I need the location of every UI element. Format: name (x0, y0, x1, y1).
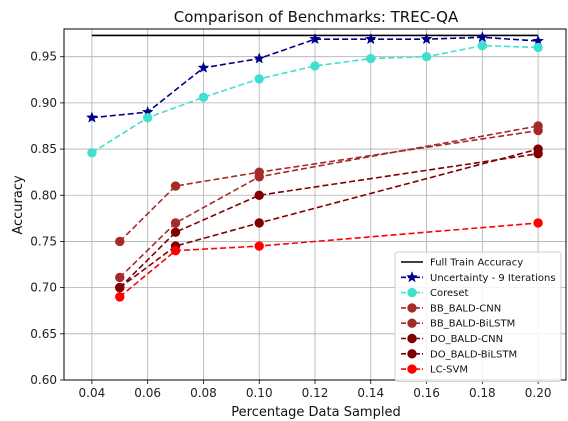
data-point (115, 282, 125, 293)
legend-item: DO_BALD-CNN (401, 333, 503, 345)
legend-item: Full Train Accuracy (401, 258, 523, 269)
data-point (254, 190, 264, 200)
series-1 (85, 31, 545, 123)
x-tick-label: 0.16 (413, 386, 440, 400)
data-point (309, 32, 321, 45)
x-tick-label: 0.12 (302, 386, 329, 400)
data-point (533, 218, 543, 228)
legend-item: BB_BALD-CNN (401, 303, 501, 314)
legend-label: BB_BALD-CNN (430, 303, 501, 314)
series-7 (115, 218, 543, 302)
legend-swatch-marker (406, 271, 418, 283)
y-axis-title: Accuracy (11, 175, 26, 235)
y-tick-label: 0.60 (30, 373, 57, 387)
series-line (91, 44, 539, 154)
legend-label: DO_BALD-BiLSTM (430, 349, 517, 360)
data-point (197, 61, 210, 73)
series-line (91, 36, 539, 119)
y-tick-label: 0.80 (30, 188, 57, 202)
y-tick-label: 0.65 (30, 327, 57, 341)
data-point (533, 144, 543, 154)
legend-item: DO_BALD-BiLSTM (401, 349, 517, 360)
data-point (170, 181, 181, 191)
series-line (119, 148, 539, 289)
data-point (170, 227, 181, 237)
data-point (85, 111, 98, 123)
series-line (119, 152, 539, 289)
legend-box (394, 251, 562, 382)
x-tick-label: 0.20 (525, 386, 552, 400)
data-point (533, 121, 543, 131)
y-tick-label: 0.70 (30, 281, 57, 295)
data-point (421, 52, 432, 62)
legend-item: Coreset (401, 287, 469, 299)
data-point (115, 236, 125, 247)
series-line (119, 222, 539, 298)
series-6 (115, 144, 543, 293)
data-point (364, 32, 377, 45)
data-point (254, 74, 264, 84)
data-point (420, 32, 433, 45)
data-point (170, 218, 181, 228)
x-tick-label: 0.08 (190, 386, 217, 400)
legend-label: Uncertainty - 9 Iterations (430, 273, 556, 284)
legend-swatch-marker (407, 349, 417, 359)
series-2 (87, 40, 543, 158)
x-tick-label: 0.06 (134, 386, 161, 400)
data-point (170, 245, 181, 256)
chart-title: Comparison of Benchmarks: TREC-QA (174, 8, 459, 26)
legend-item: LC-SVM (401, 364, 468, 376)
legend-label: Full Train Accuracy (430, 258, 523, 269)
series-4 (115, 121, 543, 283)
x-tick-label: 0.14 (357, 386, 384, 400)
x-axis-title: Percentage Data Sampled (231, 405, 400, 420)
x-ticks: 0.04 0.06 0.08 0.10 0.12 0.14 0.16 0.18 0.20 (79, 380, 552, 400)
data-point (142, 112, 153, 123)
data-point (476, 31, 489, 43)
x-tick-label: 0.04 (79, 386, 106, 400)
y-tick-label: 0.75 (30, 234, 57, 248)
data-point (477, 40, 488, 51)
y-tick-label: 0.95 (30, 50, 57, 64)
series-3 (115, 125, 543, 247)
legend-swatch-marker (407, 318, 417, 328)
legend-item: BB_BALD-BiLSTM (401, 318, 515, 330)
legend-label: Coreset (430, 288, 469, 299)
data-point (310, 61, 320, 71)
x-tick-label: 0.10 (246, 386, 273, 400)
data-point (115, 292, 125, 302)
legend-item: Uncertainty - 9 Iterations (401, 271, 556, 284)
y-ticks: 0.60 0.65 0.70 0.75 0.80 0.85 0.90 0.95 (30, 50, 64, 387)
legend-swatch-marker (407, 287, 417, 298)
y-tick-label: 0.85 (30, 142, 57, 156)
series-layer (85, 31, 545, 302)
data-point (87, 148, 97, 158)
data-point (253, 52, 266, 64)
data-point (254, 241, 264, 251)
y-tick-label: 0.90 (30, 96, 57, 110)
data-point (254, 218, 264, 228)
legend-swatch-marker (407, 364, 417, 374)
data-point (254, 172, 264, 182)
legend-label: BB_BALD-BiLSTM (430, 319, 515, 330)
data-point (533, 42, 543, 53)
series-line (119, 125, 539, 279)
x-tick-label: 0.18 (469, 386, 496, 400)
legend-label: LC-SVM (430, 365, 468, 376)
series-line (119, 129, 539, 243)
data-point (115, 272, 125, 283)
data-point (366, 53, 376, 64)
data-point (198, 92, 209, 103)
legend-swatch-marker (407, 333, 417, 344)
legend-label: DO_BALD-CNN (430, 334, 503, 345)
legend: Full Train Accuracy Uncertainty - 9 Itera… (394, 251, 562, 382)
legend-swatch-marker (407, 303, 417, 313)
